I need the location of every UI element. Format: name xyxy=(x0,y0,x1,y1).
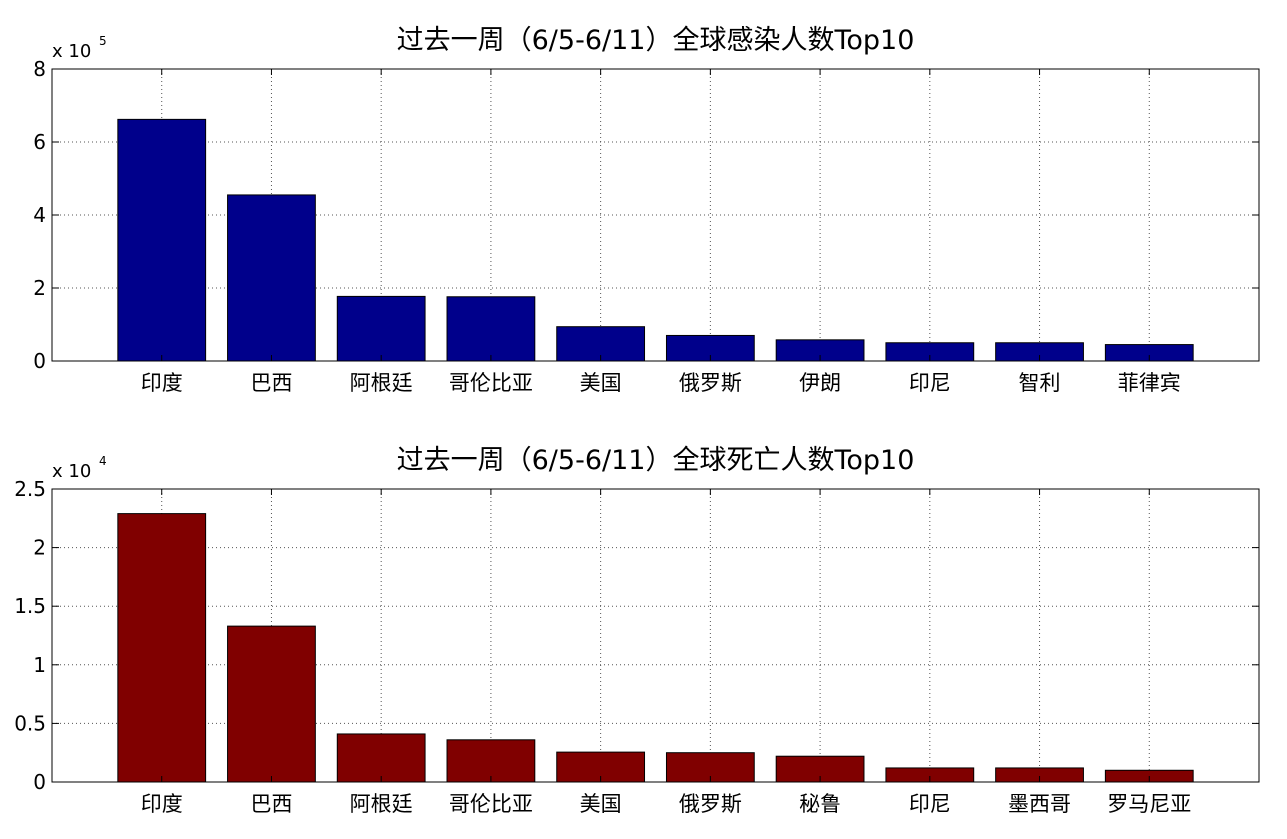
x-tick-label: 秘鲁 xyxy=(799,792,841,816)
y-exponent-base: x 10 xyxy=(52,461,91,482)
chart-title: 过去一周（6/5-6/11）全球死亡人数Top10 xyxy=(397,445,915,476)
x-tick-label: 俄罗斯 xyxy=(679,792,742,816)
bars xyxy=(117,513,1194,783)
x-tick-label: 印尼 xyxy=(909,792,951,816)
x-tick-label: 阿根廷 xyxy=(350,371,413,395)
y-exponent-power: 5 xyxy=(99,34,107,48)
grid xyxy=(52,69,1259,361)
x-tick-label: 俄罗斯 xyxy=(679,371,742,395)
x-tick-label: 伊朗 xyxy=(799,371,841,395)
y-tick-label: 0 xyxy=(33,349,46,373)
y-tick-label: 2.5 xyxy=(14,477,46,501)
y-tick-label: 2 xyxy=(33,536,46,560)
x-tick-label: 阿根廷 xyxy=(350,792,413,816)
y-ticks: 0 2 4 6 8 xyxy=(33,57,1259,373)
y-tick-label: 4 xyxy=(33,203,46,227)
y-tick-label: 1 xyxy=(33,653,46,677)
deaths-chart: 过去一周（6/5-6/11）全球死亡人数Top10 x 10 4 印度 巴西 阿根廷… xyxy=(14,445,1260,816)
x-tick-label: 印度 xyxy=(141,371,183,395)
y-tick-label: 8 xyxy=(33,57,46,81)
y-tick-label: 2 xyxy=(33,276,46,300)
x-tick-label: 哥伦比亚 xyxy=(449,371,533,395)
x-tick-label: 菲律宾 xyxy=(1118,371,1181,395)
bars xyxy=(117,118,1194,362)
y-tick-label: 0.5 xyxy=(14,711,46,735)
x-ticks: 印度 巴西 阿根廷 哥伦比亚 美国 俄罗斯 伊朗 印尼 智利 菲律宾 xyxy=(141,69,1181,395)
x-tick-label: 巴西 xyxy=(250,371,292,395)
x-tick-label: 美国 xyxy=(580,792,622,816)
axes-box xyxy=(51,488,1260,783)
bar xyxy=(117,118,207,362)
x-ticks: 印度 巴西 阿根廷 哥伦比亚 美国 俄罗斯 秘鲁 印尼 墨西哥 罗马尼亚 xyxy=(141,489,1191,816)
x-tick-label: 印度 xyxy=(141,792,183,816)
infections-chart: 过去一周（6/5-6/11）全球感染人数Top10 x 10 5 印度 巴西 阿根廷… xyxy=(33,25,1260,395)
x-tick-label: 智利 xyxy=(1019,371,1061,395)
x-tick-label: 印尼 xyxy=(909,371,951,395)
y-tick-label: 6 xyxy=(33,130,46,154)
bar xyxy=(336,733,426,783)
y-ticks: 0 0.5 1 1.5 2 2.5 xyxy=(14,477,1259,794)
bar xyxy=(227,194,316,362)
bar xyxy=(446,296,536,362)
bar xyxy=(227,625,316,783)
x-tick-label: 哥伦比亚 xyxy=(449,792,533,816)
chart-title: 过去一周（6/5-6/11）全球感染人数Top10 xyxy=(397,25,915,56)
y-exponent-power: 4 xyxy=(99,454,107,468)
x-tick-label: 美国 xyxy=(580,371,622,395)
x-tick-label: 墨西哥 xyxy=(1008,792,1071,816)
x-tick-label: 巴西 xyxy=(250,792,292,816)
x-tick-label: 罗马尼亚 xyxy=(1107,792,1191,816)
bar xyxy=(117,513,207,783)
y-exponent-base: x 10 xyxy=(52,41,91,62)
bar xyxy=(336,295,426,362)
y-tick-label: 0 xyxy=(33,770,46,794)
bar xyxy=(446,739,536,783)
y-tick-label: 1.5 xyxy=(14,594,46,618)
